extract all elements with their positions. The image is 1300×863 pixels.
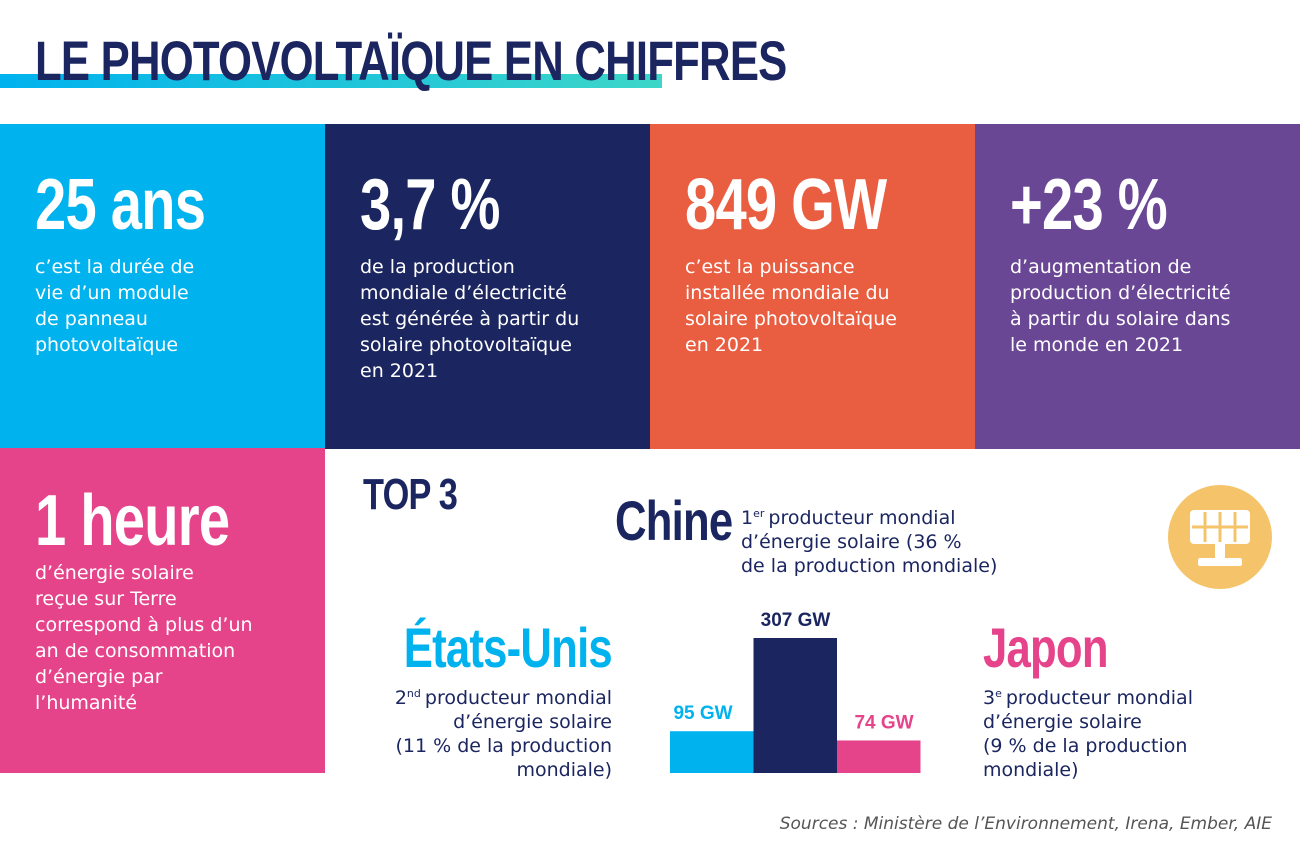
description-line: 2nd producteur mondial (395, 682, 612, 710)
bar-chart: 95 GW 307 GW 74 GW (670, 610, 921, 773)
description-line: photovoltaïque (35, 334, 179, 356)
description-line: l’humanité (35, 692, 138, 714)
description-line: 3e producteur mondial (983, 682, 1193, 710)
line-text: producteur mondial (768, 507, 956, 529)
description-line: d’énergie solaire (983, 710, 1193, 734)
description-line: solaire photovoltaïque (360, 334, 572, 356)
top3-title: TOP 3 (363, 470, 458, 519)
description-line: en 2021 (685, 334, 764, 356)
bar (837, 740, 921, 773)
bar (670, 731, 754, 773)
description-line: mondiale) (983, 758, 1193, 782)
description-line: mondiale) (395, 758, 612, 782)
producer-name: États-Unis (403, 616, 613, 679)
producer-name: Chine (615, 489, 733, 552)
description-line: correspond à plus d’un (35, 614, 253, 636)
description-line: de la production mondiale) (741, 554, 997, 578)
rank-suffix: er (753, 507, 765, 520)
description-line: solaire photovoltaïque (685, 308, 897, 330)
description-line: (9 % de la production (983, 734, 1193, 758)
description-line: de panneau (35, 308, 148, 330)
stat-tile: 1 heure d’énergie solaire reçue sur Terre c… (0, 448, 325, 773)
producer-name: Japon (983, 616, 1109, 679)
description-line: mondiale d’électricité (360, 282, 567, 304)
stat-tile: +23 % d’augmentation de production d’élect… (975, 124, 1300, 449)
line-text: d’énergie solaire (453, 711, 612, 733)
bar-value-label: 74 GW (854, 712, 913, 733)
stat-description: d’énergie solaire reçue sur Terre correspo… (35, 560, 253, 716)
line-text: producteur mondial (424, 687, 612, 709)
solar-icon (1168, 485, 1272, 589)
rank-suffix: e (995, 687, 1002, 700)
producer-description: 3e producteur mondial d’énergie solaire (9 … (983, 682, 1193, 782)
description-line: d’énergie solaire (395, 710, 612, 734)
description-line: vie d’un module (35, 282, 189, 304)
description-line: (11 % de la production (395, 734, 613, 758)
rank: 1 (741, 507, 754, 529)
stat-description: c’est la durée de vie d’un module de panne… (35, 254, 194, 358)
description-line: an de consommation (35, 640, 236, 662)
rank: 3 (983, 687, 996, 709)
stat-headline: 849 GW (685, 165, 887, 245)
producer-description: 2nd producteur mondial d’énergie solaire (1… (395, 682, 612, 782)
bar (753, 638, 837, 773)
title-underline (0, 74, 662, 88)
description-line: c’est la durée de (35, 256, 195, 278)
stat-headline: 3,7 % (360, 165, 500, 245)
stat-tile: 849 GW c’est la puissance installée mondia… (650, 124, 975, 449)
rank-suffix: nd (406, 687, 421, 700)
line-text: d’énergie solaire (36 % (741, 531, 962, 553)
description-line: d’augmentation de (1010, 256, 1192, 278)
description-line: d’énergie solaire (36 % (741, 530, 997, 554)
line-text: (9 % de la production (983, 735, 1188, 757)
stat-description: d’augmentation de production d’électricit… (1010, 254, 1231, 358)
line-text: (11 % de la production (395, 735, 613, 757)
description-line: le monde en 2021 (1010, 334, 1184, 356)
stat-tile: 3,7 % de la production mondiale d’électric… (325, 124, 650, 449)
description-line: 1er producteur mondial (741, 502, 997, 530)
stat-tile: 25 ans c’est la durée de vie d’un module de… (0, 124, 325, 449)
description-line: c’est la puissance (685, 256, 855, 278)
description-line: d’énergie solaire (35, 562, 194, 584)
line-text: producteur mondial (1005, 687, 1193, 709)
description-line: en 2021 (360, 360, 439, 382)
stat-description: de la production mondiale d’électricité es… (360, 254, 579, 384)
line-text: d’énergie solaire (983, 711, 1142, 733)
stat-headline: +23 % (1010, 165, 1168, 245)
line-text: mondiale) (516, 759, 612, 781)
line-text: de la production mondiale) (741, 555, 998, 577)
description-line: à partir du solaire dans (1010, 308, 1231, 330)
stat-headline: 25 ans (35, 165, 206, 245)
producer-description: 1er producteur mondial d’énergie solaire (… (741, 502, 997, 578)
stat-description: c’est la puissance installée mondiale du s… (685, 254, 897, 358)
description-line: installée mondiale du (685, 282, 890, 304)
bar-value-label: 307 GW (761, 610, 831, 631)
sources: Sources : Ministère de l’Environnement, … (779, 814, 1272, 834)
line-text: mondiale) (983, 759, 1079, 781)
description-line: est générée à partir du (360, 308, 580, 330)
description-line: reçue sur Terre (35, 588, 177, 610)
description-line: de la production (360, 256, 515, 278)
bar-value-label: 95 GW (673, 703, 732, 724)
rank: 2 (394, 687, 407, 709)
page-title: LE PHOTOVOLTAÏQUE EN CHIFFRES (35, 29, 787, 92)
stat-headline: 1 heure (35, 481, 230, 561)
description-line: d’énergie par (35, 666, 163, 688)
description-line: production d’électricité (1010, 282, 1231, 304)
